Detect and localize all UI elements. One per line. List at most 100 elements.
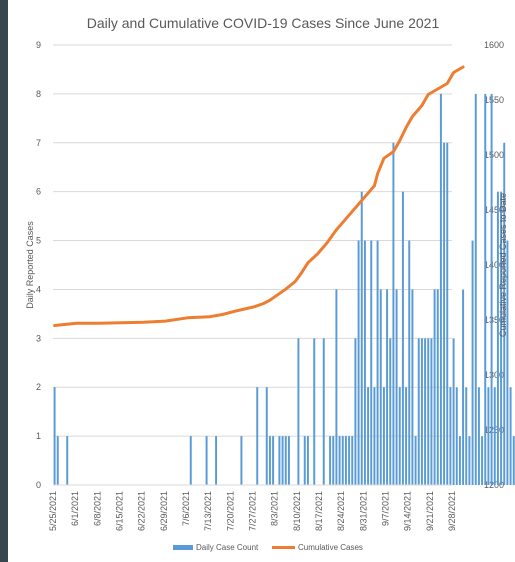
daily-bar (455, 387, 458, 485)
daily-bar (401, 191, 404, 485)
daily-bar (382, 387, 385, 485)
daily-bar (341, 436, 344, 485)
daily-bar (446, 142, 449, 485)
x-tick-label: 6/15/2021 (115, 491, 125, 531)
daily-bar (477, 387, 480, 485)
cumulative-line (53, 65, 465, 327)
daily-bar (493, 387, 496, 485)
legend: Daily Case Count Cumulative Cases (173, 543, 363, 552)
x-tick-label: 9/14/2021 (403, 491, 413, 531)
daily-bar (417, 338, 420, 485)
daily-bar (392, 142, 395, 485)
legend-label-daily: Daily Case Count (196, 543, 259, 552)
y-left-tick-label: 5 (36, 236, 41, 246)
y-right-tick-label: 1300 (484, 370, 504, 380)
daily-bar (332, 436, 335, 485)
x-tick-label: 9/28/2021 (447, 491, 457, 531)
x-tick-label: 6/1/2021 (70, 491, 80, 526)
daily-bar (268, 436, 271, 485)
daily-bar (373, 387, 376, 485)
daily-bar (303, 436, 306, 485)
y-right-tick-label: 1400 (484, 260, 504, 270)
legend-label-cumulative: Cumulative Cases (298, 543, 363, 552)
daily-bar (414, 436, 417, 485)
daily-bar (474, 93, 477, 485)
daily-bar (471, 240, 474, 485)
daily-bar (351, 436, 354, 485)
daily-bar (427, 338, 430, 485)
y-left-tick-label: 7 (36, 138, 41, 148)
y-right-tick-label: 1500 (484, 150, 504, 160)
daily-bar (287, 436, 290, 485)
daily-bar (240, 436, 243, 485)
daily-bar (265, 387, 268, 485)
daily-bar (363, 240, 366, 485)
x-tick-label: 7/13/2021 (203, 491, 213, 531)
chart: Daily and Cumulative COVID-19 Cases Sinc… (25, 15, 515, 552)
y-axis-left-tick-labels: 0 1 2 3 4 5 6 7 8 9 (36, 40, 41, 490)
x-axis-tick-labels: 5/25/2021 6/1/2021 6/8/2021 6/15/2021 6/22/2… (48, 491, 457, 531)
daily-bar (408, 240, 411, 485)
daily-bar (297, 338, 300, 485)
daily-bar (506, 240, 509, 485)
daily-bar (256, 387, 259, 485)
daily-bar (53, 387, 56, 485)
daily-bar (66, 436, 69, 485)
daily-bar (496, 191, 499, 485)
daily-bar (306, 436, 309, 485)
daily-bar (313, 338, 316, 485)
daily-bar (490, 93, 493, 485)
daily-bar (370, 240, 373, 485)
chart-title: Daily and Cumulative COVID-19 Cases Sinc… (87, 15, 440, 31)
daily-bar (278, 436, 281, 485)
x-tick-label: 6/8/2021 (92, 491, 102, 526)
daily-bar (329, 436, 332, 485)
daily-bar (420, 338, 423, 485)
daily-bar (465, 387, 468, 485)
daily-bar (215, 436, 218, 485)
daily-bar (481, 436, 484, 485)
daily-bar (379, 289, 382, 485)
daily-bar (348, 436, 351, 485)
daily-bars (53, 93, 515, 485)
y-left-tick-label: 9 (36, 40, 41, 50)
daily-bar (484, 93, 487, 485)
daily-bar (512, 436, 515, 485)
gridlines (53, 44, 452, 437)
daily-bar (487, 387, 490, 485)
daily-bar (424, 338, 427, 485)
y-left-tick-label: 6 (36, 187, 41, 197)
daily-bar (462, 289, 465, 485)
daily-bar (452, 338, 455, 485)
daily-bar (56, 436, 59, 485)
y-left-tick-label: 4 (36, 284, 41, 294)
daily-bar (367, 387, 370, 485)
y-left-tick-label: 0 (36, 480, 41, 490)
x-tick-label: 6/29/2021 (159, 491, 169, 531)
daily-bar (338, 436, 341, 485)
daily-bar (468, 436, 471, 485)
daily-bar (398, 387, 401, 485)
legend-swatch-daily (173, 545, 193, 550)
daily-bar (395, 289, 398, 485)
x-tick-label: 8/10/2021 (292, 491, 302, 531)
y-left-tick-label: 3 (36, 333, 41, 343)
daily-bar (405, 387, 408, 485)
daily-bar (205, 436, 208, 485)
daily-bar (344, 436, 347, 485)
x-tick-label: 8/24/2021 (336, 491, 346, 531)
daily-bar (360, 191, 363, 485)
daily-bar (439, 93, 442, 485)
y-axis-right-title: Cumulative Reported Cases to Date (498, 193, 508, 337)
y-right-tick-label: 1550 (484, 95, 504, 105)
x-tick-label: 8/17/2021 (314, 491, 324, 531)
daily-bar (189, 436, 192, 485)
y-right-tick-label: 1450 (484, 205, 504, 215)
x-tick-label: 7/27/2021 (248, 491, 258, 531)
y-axis-left-title: Daily Reported Cases (25, 221, 35, 309)
x-tick-label: 9/21/2021 (425, 491, 435, 531)
y-right-tick-label: 1600 (484, 40, 504, 50)
daily-bar (449, 387, 452, 485)
daily-bar (436, 289, 439, 485)
daily-bar (458, 436, 461, 485)
